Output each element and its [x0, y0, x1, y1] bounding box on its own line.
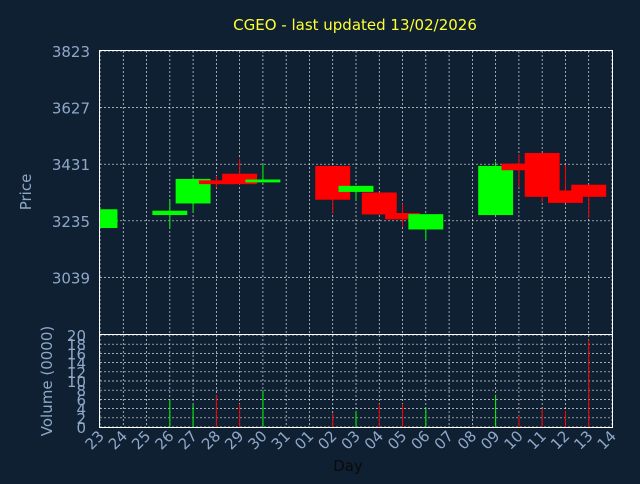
price-tick-label: 3431 [52, 156, 90, 174]
price-tick-label: 3627 [52, 100, 90, 118]
candle [222, 158, 258, 185]
volume-tick-label: 2 [76, 410, 86, 428]
candle-body [361, 192, 397, 215]
candle-body [408, 214, 444, 230]
candles [99, 152, 607, 240]
volume-tick-label: 16 [67, 345, 86, 363]
volume-tick-label: 20 [67, 327, 86, 345]
candle-body [524, 152, 560, 197]
candle [571, 184, 607, 218]
day-axis-label: Day [333, 457, 363, 475]
candle-body [571, 184, 607, 197]
day-tick-labels: 2324252627282930310102030405060708091011… [82, 427, 620, 453]
candle-body [152, 210, 188, 216]
volume-axis-label: Volume (0000) [38, 326, 56, 436]
candle [408, 214, 444, 240]
candle [385, 203, 420, 227]
candle-body [385, 213, 420, 220]
chart-title: CGEO - last updated 13/02/2026 [233, 16, 477, 34]
candle [99, 209, 118, 229]
candle-body [198, 180, 234, 185]
candle [478, 161, 514, 216]
volume-tick-label: 8 [76, 382, 86, 400]
candle [152, 200, 188, 229]
candle [501, 154, 537, 188]
candle [524, 152, 560, 203]
price-tick-labels: 3823 3627 3431 3235 3039 [52, 43, 90, 287]
candle-body [315, 165, 351, 200]
candle [245, 163, 281, 183]
volume-tick-label: 10 [67, 373, 86, 391]
price-tick-label: 3823 [52, 43, 90, 61]
price-tick-label: 3039 [52, 269, 90, 287]
volume-tick-label: 14 [67, 355, 86, 373]
volume-plot-frame [99, 334, 613, 428]
candle [315, 165, 351, 214]
volume-tick-label: 18 [67, 336, 86, 354]
volume-tick-label: 4 [76, 401, 86, 419]
price-grid [99, 50, 613, 334]
volume-tick-label: 0 [76, 419, 86, 437]
candle-body [222, 173, 258, 185]
day-tick-label: 14 [594, 427, 620, 453]
candle-body [501, 163, 537, 171]
volume-tick-label: 6 [76, 391, 86, 409]
volume-bars [169, 339, 590, 427]
candle-body [478, 165, 514, 216]
candle [338, 185, 374, 201]
price-tick-label: 3235 [52, 213, 90, 231]
volume-tick-label: 12 [67, 364, 86, 382]
candle-body [338, 185, 374, 192]
candle-body [100, 209, 118, 229]
candle [198, 176, 234, 188]
candle [361, 192, 397, 215]
candle-body [245, 179, 281, 183]
price-axis-label: Price [17, 174, 35, 211]
